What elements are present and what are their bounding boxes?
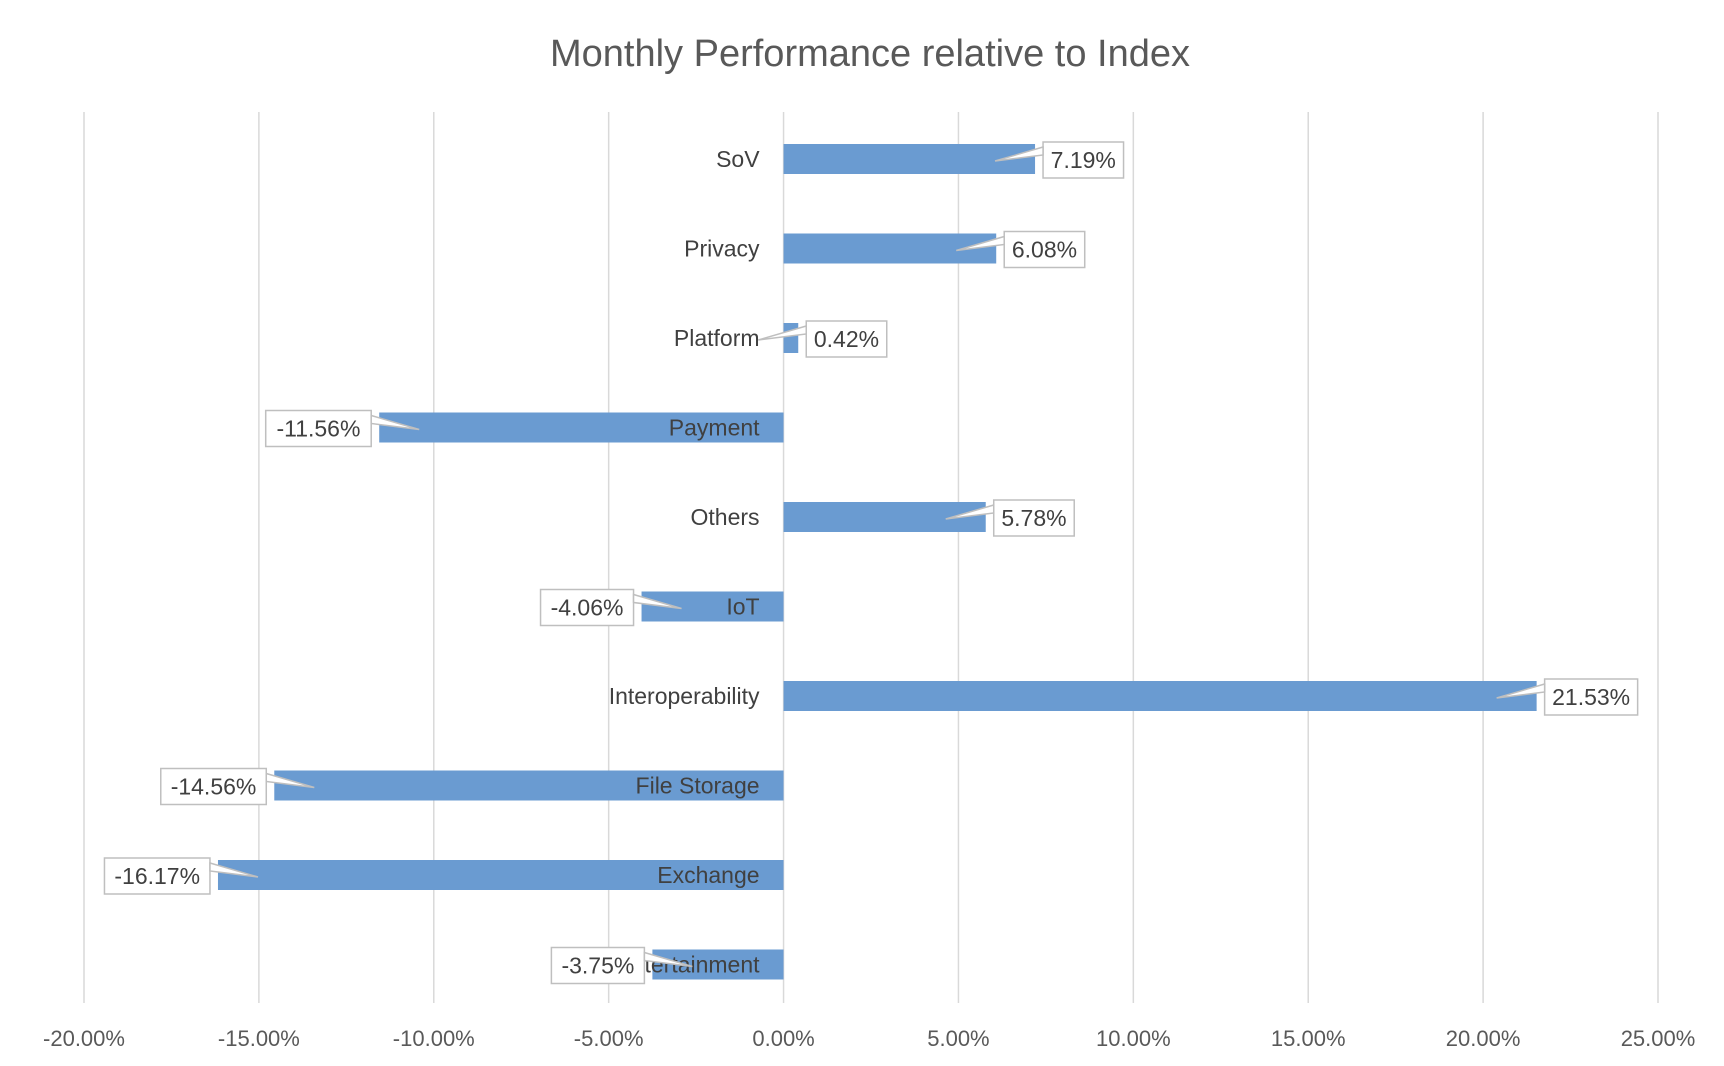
data-label-text: 0.42% (814, 326, 879, 352)
x-tick-label: 10.00% (1096, 1026, 1171, 1051)
data-label-pointer (994, 146, 1044, 162)
bar (217, 860, 784, 890)
category-labels: SoV Privacy Platform Payment Others IoT Intero… (609, 146, 761, 978)
bars (217, 144, 1537, 980)
data-label-text: 5.78% (1001, 505, 1066, 531)
chart-title: Monthly Performance relative to Index (550, 33, 1190, 75)
bar (783, 681, 1537, 711)
data-label-box (992, 499, 1075, 537)
x-tick-label: 0.00% (752, 1026, 814, 1051)
x-tick-label: 25.00% (1621, 1026, 1696, 1051)
category-label: Others (691, 504, 760, 530)
bar (274, 770, 784, 801)
data-label-box (160, 767, 268, 806)
data-label-pointer (209, 861, 259, 878)
x-tick-label: 5.00% (927, 1026, 989, 1051)
category-label: Privacy (684, 236, 760, 262)
data-label-text: 21.53% (1552, 684, 1630, 710)
data-label-pointer (265, 772, 315, 789)
data-label-pointer (956, 235, 1005, 252)
data-label: -11.56% (264, 409, 420, 448)
x-tick-label: -20.00% (43, 1026, 125, 1051)
bar (783, 323, 799, 353)
data-label-pointer (758, 325, 807, 341)
data-label-text: 7.19% (1051, 147, 1116, 173)
data-label: 21.53% (1496, 678, 1639, 716)
data-label-box (264, 409, 372, 448)
data-labels: 7.19% 6.08% 0.42% -11.56% 5.78% -4.06% 21.53% -… (103, 141, 1639, 985)
data-label: 7.19% (994, 141, 1125, 179)
data-label-box (550, 946, 646, 985)
x-tick-label: -10.00% (393, 1026, 475, 1051)
data-label-pointer (643, 951, 693, 968)
bar (379, 412, 784, 443)
data-label-text: -3.75% (561, 953, 634, 979)
data-label-box (1543, 678, 1639, 716)
category-label: Platform (674, 325, 760, 351)
category-label: File Storage (636, 773, 760, 799)
data-label: -4.06% (539, 588, 682, 627)
bar (783, 144, 1036, 174)
data-label-box (103, 857, 211, 895)
data-label: 6.08% (956, 230, 1086, 269)
data-label-text: -4.06% (551, 595, 624, 621)
data-label-box (805, 320, 888, 358)
data-label-pointer (945, 504, 995, 520)
data-label-text: -16.17% (114, 863, 200, 889)
category-label: Exchange (657, 862, 759, 888)
data-label-box (539, 588, 635, 627)
category-label: IoT (726, 594, 759, 620)
data-label-pointer (632, 593, 682, 610)
data-label-pointer (1496, 683, 1546, 699)
data-label: -14.56% (160, 767, 315, 806)
data-label: 5.78% (945, 499, 1075, 537)
x-axis-tick-labels: -20.00% -15.00% -10.00% -5.00% 0.00% 5.00% 10.… (43, 1026, 1695, 1051)
category-label: SoV (716, 146, 760, 172)
x-tick-label: -5.00% (574, 1026, 644, 1051)
data-label-pointer (370, 414, 420, 431)
category-label: Payment (669, 415, 760, 441)
data-label: -3.75% (550, 946, 693, 985)
data-label-box (1003, 230, 1086, 269)
data-label-text: 6.08% (1012, 237, 1077, 263)
category-label: Interoperability (609, 683, 760, 709)
data-label-box (1042, 141, 1125, 179)
x-tick-label: -15.00% (218, 1026, 300, 1051)
data-label: -16.17% (103, 857, 259, 895)
data-label-text: -11.56% (276, 416, 360, 442)
x-tick-label: 20.00% (1446, 1026, 1521, 1051)
x-tick-label: 15.00% (1271, 1026, 1346, 1051)
data-label: 0.42% (758, 320, 888, 358)
data-label-text: -14.56% (171, 774, 257, 800)
